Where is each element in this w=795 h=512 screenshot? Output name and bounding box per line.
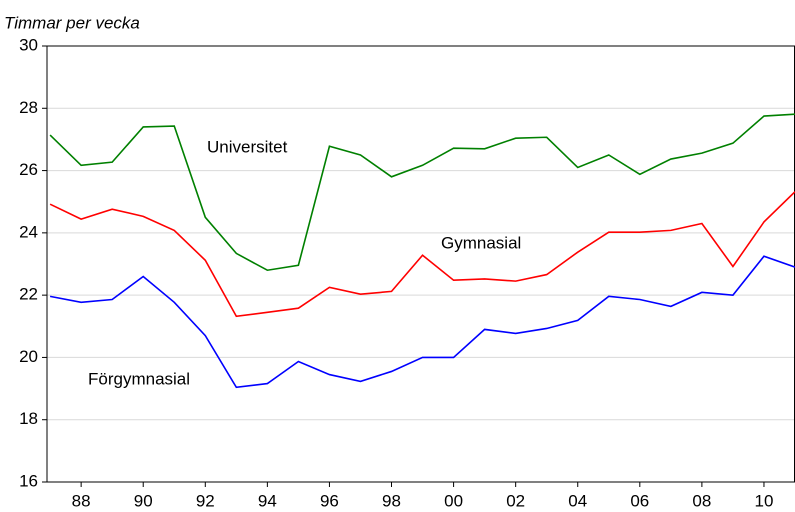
x-tick-label: 06 xyxy=(630,491,649,510)
chart-title: Timmar per vecka xyxy=(4,13,140,32)
series-label: Förgymnasial xyxy=(88,369,190,388)
x-tick-label: 02 xyxy=(506,491,525,510)
x-tick-label: 94 xyxy=(258,491,277,510)
x-tick-label: 92 xyxy=(196,491,215,510)
x-tick-label: 04 xyxy=(568,491,587,510)
x-tick-label: 96 xyxy=(320,491,339,510)
y-tick-label: 16 xyxy=(19,471,38,490)
y-tick-label: 26 xyxy=(19,160,38,179)
x-tick-label: 90 xyxy=(134,491,153,510)
x-tick-label: 10 xyxy=(755,491,774,510)
series-label: Gymnasial xyxy=(441,233,521,252)
y-tick-label: 24 xyxy=(19,222,38,241)
y-tick-label: 20 xyxy=(19,347,38,366)
series-line xyxy=(49,191,795,318)
y-tick-label: 22 xyxy=(19,285,38,304)
series-line xyxy=(49,255,795,389)
plot-frame xyxy=(46,45,795,483)
x-tick-label: 88 xyxy=(72,491,91,510)
series-line xyxy=(49,113,795,272)
y-tick-label: 30 xyxy=(19,35,38,54)
x-tick-label: 00 xyxy=(444,491,463,510)
x-tick-label: 98 xyxy=(382,491,401,510)
y-tick-label: 28 xyxy=(19,98,38,117)
series-label: Universitet xyxy=(207,137,288,156)
x-tick-label: 08 xyxy=(692,491,711,510)
y-tick-label: 18 xyxy=(19,409,38,428)
